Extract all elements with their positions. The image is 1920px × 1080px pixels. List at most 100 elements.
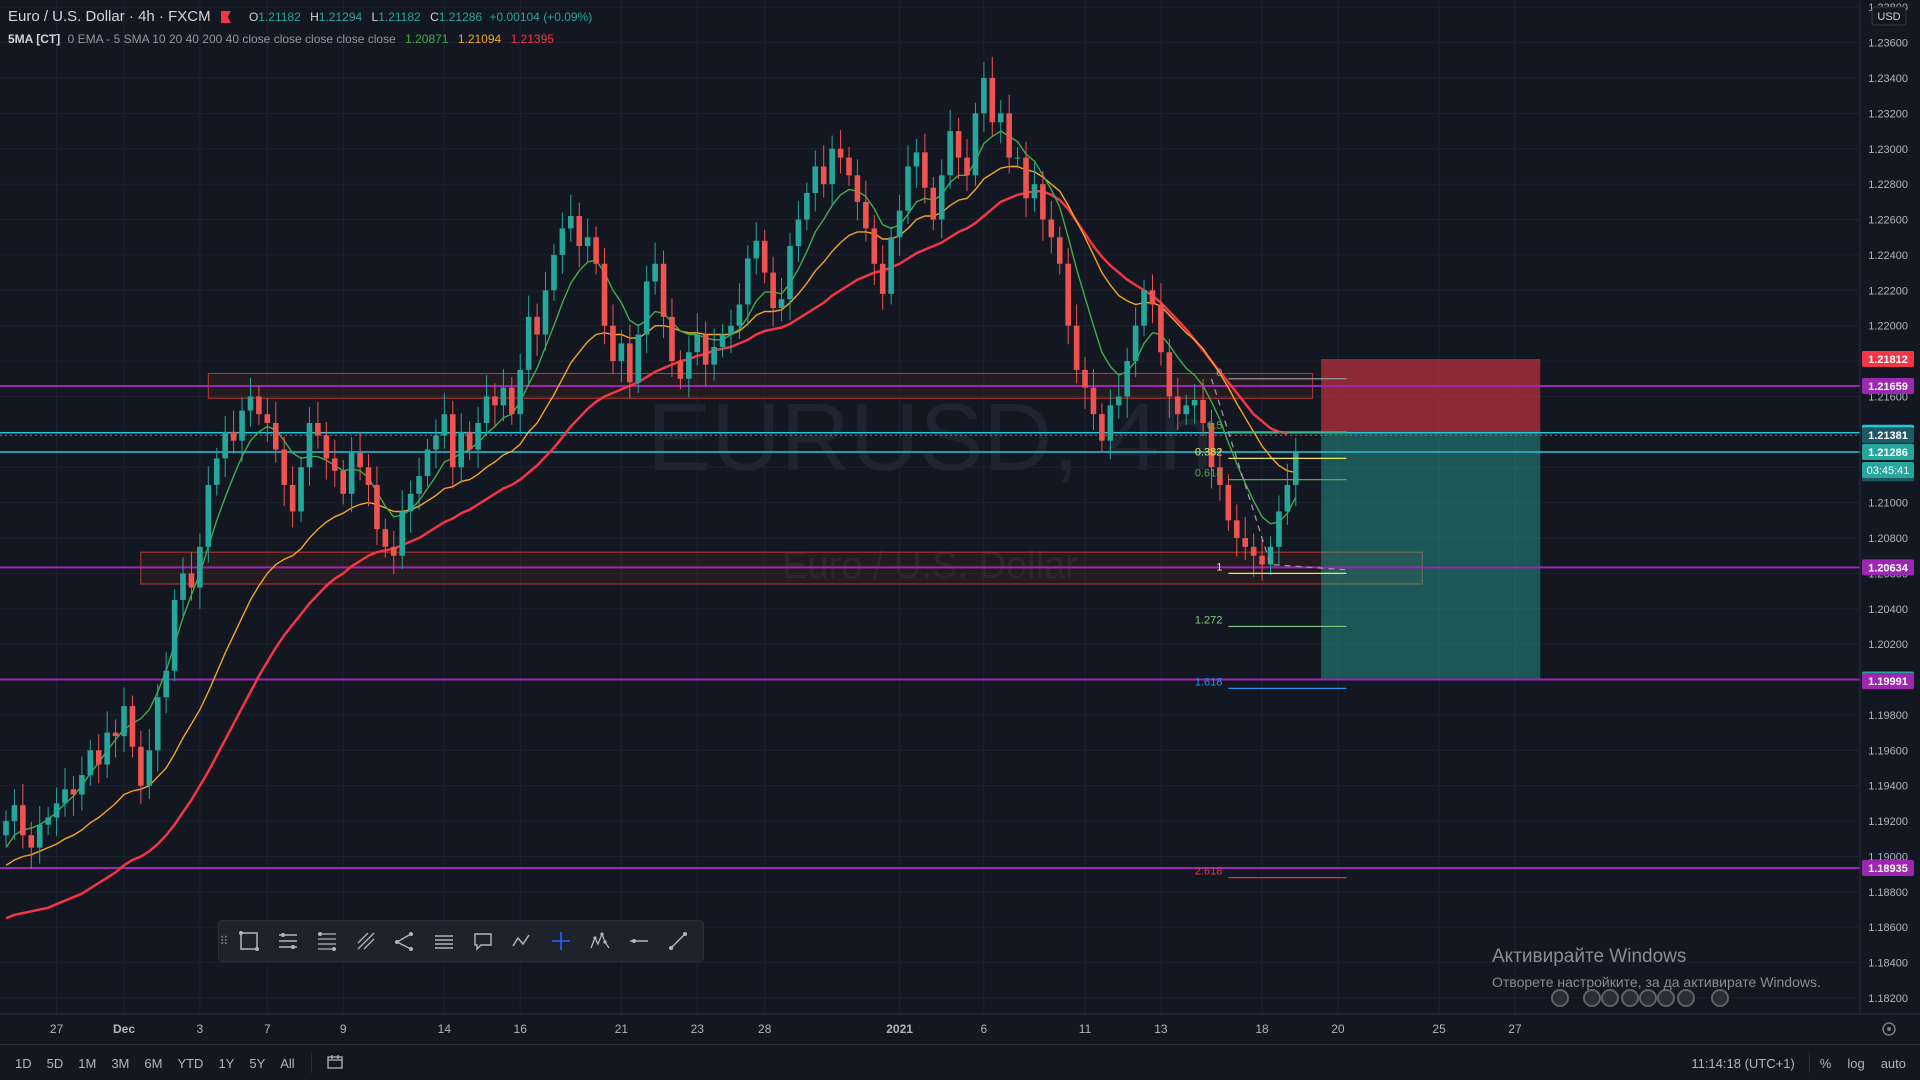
candle[interactable] (79, 756, 85, 811)
range-6m[interactable]: 6M (144, 1055, 163, 1071)
candle[interactable] (1217, 448, 1223, 501)
candle[interactable] (1267, 536, 1274, 576)
goto-date-icon[interactable] (326, 1054, 344, 1073)
short-position-target-zone[interactable] (1321, 432, 1541, 680)
candle[interactable] (1183, 394, 1189, 425)
candle[interactable] (947, 109, 953, 189)
candle[interactable] (509, 377, 515, 425)
range-1y[interactable]: 1Y (218, 1055, 235, 1071)
candle[interactable] (778, 277, 785, 322)
drag-handle-icon[interactable]: ⠿ (219, 934, 229, 948)
range-5y[interactable]: 5Y (249, 1055, 266, 1071)
callout-icon[interactable] (463, 921, 502, 961)
candle[interactable] (205, 466, 212, 563)
indicator-legend[interactable]: 5MA [CT] 0 EMA - 5 SMA 10 20 40 200 40 c… (8, 32, 554, 46)
candle[interactable] (348, 437, 355, 513)
candle[interactable] (365, 453, 372, 507)
range-1d[interactable]: 1D (15, 1055, 32, 1071)
candle[interactable] (601, 247, 608, 345)
candle[interactable] (1242, 516, 1249, 561)
candle[interactable] (458, 413, 465, 484)
economic-event-icon[interactable] (1711, 989, 1729, 1007)
candle[interactable] (272, 401, 279, 463)
candle[interactable] (483, 375, 490, 437)
candle[interactable] (500, 369, 507, 422)
parallel-channel-icon[interactable] (268, 921, 307, 961)
candle[interactable] (1250, 533, 1257, 577)
candle[interactable] (53, 787, 60, 837)
candle[interactable] (323, 422, 330, 480)
candle[interactable] (627, 324, 633, 399)
candle[interactable] (863, 180, 869, 242)
candle[interactable] (736, 283, 743, 339)
candle[interactable] (635, 323, 642, 393)
candle[interactable] (584, 218, 591, 262)
candle[interactable] (416, 457, 422, 510)
candle[interactable] (1023, 141, 1029, 217)
candle[interactable] (1158, 283, 1164, 366)
economic-event-icon[interactable] (1677, 989, 1695, 1007)
candle[interactable] (1233, 504, 1240, 557)
candle[interactable] (955, 117, 962, 179)
candle[interactable] (399, 490, 406, 569)
candle[interactable] (475, 407, 481, 469)
candle[interactable] (837, 130, 844, 174)
auto-toggle[interactable]: auto (1880, 1055, 1906, 1071)
candle[interactable] (930, 177, 937, 231)
candle[interactable] (188, 552, 195, 601)
fib-trend-dashed-line[interactable] (1210, 378, 1347, 571)
candle[interactable] (3, 810, 9, 846)
candle[interactable] (70, 775, 77, 816)
candle[interactable] (382, 518, 389, 558)
crosshair-icon[interactable] (541, 921, 580, 961)
candle[interactable] (1040, 170, 1046, 241)
candle[interactable] (357, 431, 363, 481)
candle[interactable] (677, 350, 684, 390)
rectangle-icon[interactable] (229, 921, 268, 961)
candle[interactable] (1208, 409, 1215, 489)
candle[interactable] (787, 232, 793, 321)
candle[interactable] (534, 303, 540, 356)
candle[interactable] (820, 145, 827, 198)
candle[interactable] (230, 410, 237, 454)
candle[interactable] (896, 194, 903, 256)
short-position-stop-zone[interactable] (1321, 358, 1541, 433)
candle[interactable] (1124, 347, 1130, 418)
flag-icon[interactable] (220, 11, 231, 24)
candle[interactable] (306, 407, 313, 486)
elliott-wave-icon[interactable] (580, 921, 619, 961)
candle[interactable] (441, 392, 448, 449)
candle[interactable] (551, 244, 557, 301)
candle[interactable] (281, 436, 287, 507)
candle[interactable] (407, 480, 414, 533)
candle[interactable] (180, 557, 186, 619)
drawing-toolbar[interactable]: ⠿ (218, 920, 704, 962)
candle[interactable] (374, 466, 380, 546)
candle[interactable] (686, 336, 692, 398)
candle[interactable] (702, 321, 709, 386)
candle[interactable] (1056, 226, 1063, 275)
candle[interactable] (989, 56, 996, 136)
trend-angle-icon[interactable] (346, 921, 385, 961)
candle[interactable] (888, 226, 894, 305)
candle[interactable] (466, 421, 473, 461)
candle[interactable] (264, 398, 271, 442)
candle[interactable] (694, 313, 701, 366)
range-1m[interactable]: 1M (78, 1055, 97, 1071)
candle[interactable] (1099, 403, 1105, 452)
trendline-icon[interactable] (658, 921, 697, 961)
candle[interactable] (905, 145, 911, 224)
candle[interactable] (424, 438, 431, 487)
candle[interactable] (610, 304, 616, 375)
candle[interactable] (171, 589, 178, 682)
horizontal-ray-icon[interactable] (619, 921, 658, 961)
candle[interactable] (11, 789, 18, 840)
candle[interactable] (972, 102, 979, 186)
candle[interactable] (568, 194, 574, 242)
candle[interactable] (1107, 389, 1114, 460)
candle[interactable] (1200, 378, 1206, 437)
candle[interactable] (138, 730, 144, 805)
candle[interactable] (1014, 147, 1021, 169)
candle[interactable] (1132, 307, 1139, 377)
candle[interactable] (87, 739, 94, 786)
